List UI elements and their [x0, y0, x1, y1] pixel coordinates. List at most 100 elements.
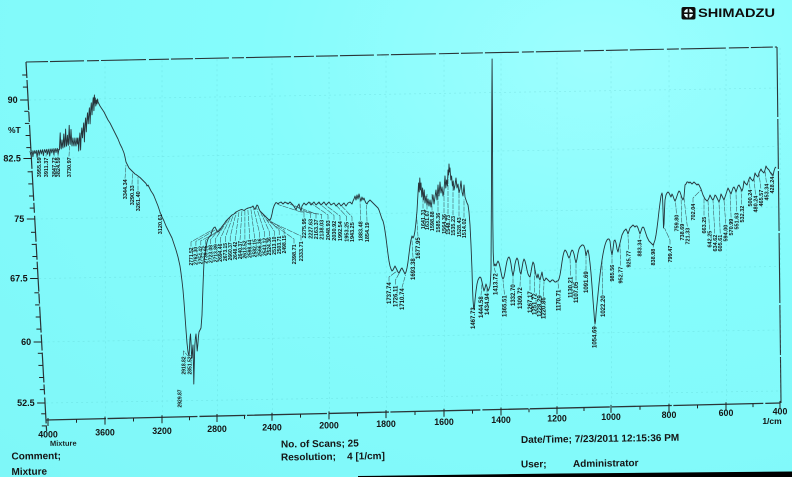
svg-text:738.69: 738.69: [680, 224, 686, 241]
svg-text:702.04: 702.04: [691, 203, 697, 221]
svg-text:2754.42: 2754.42: [199, 246, 205, 264]
svg-text:1943.25: 1943.25: [350, 222, 356, 242]
svg-text:2660.37: 2660.37: [228, 242, 234, 260]
svg-text:952.77: 952.77: [619, 267, 625, 284]
svg-text:2713.89: 2713.89: [213, 244, 219, 262]
svg-text:2498.15: 2498.15: [282, 235, 288, 253]
svg-text:1267.17: 1267.17: [528, 291, 534, 313]
svg-text:634.62: 634.62: [713, 235, 719, 252]
svg-text:2800: 2800: [207, 424, 227, 434]
svg-text:400: 400: [773, 407, 788, 417]
svg-text:2673.15: 2673.15: [223, 243, 229, 261]
svg-text:No. of Scans; 25: No. of Scans; 25: [281, 438, 359, 450]
svg-text:480.24: 480.24: [754, 195, 760, 213]
svg-text:3120.61: 3120.61: [158, 214, 164, 234]
svg-text:465.57: 465.57: [759, 190, 765, 207]
svg-text:Administrator: Administrator: [573, 458, 639, 470]
svg-text:551.63: 551.63: [735, 213, 741, 230]
svg-text:1737.74: 1737.74: [387, 282, 393, 304]
svg-text:3600: 3600: [95, 428, 115, 438]
svg-text:594.00: 594.00: [724, 225, 730, 242]
svg-text:Comment;: Comment;: [11, 451, 61, 463]
svg-text:2771.52: 2771.52: [189, 247, 195, 265]
svg-text:925.77: 925.77: [627, 251, 633, 268]
svg-text:1000: 1000: [601, 412, 621, 422]
svg-text:90: 90: [8, 95, 18, 105]
svg-text:2918.82: 2918.82: [181, 356, 187, 374]
svg-text:985.56: 985.56: [610, 265, 616, 282]
svg-text:3911.37: 3911.37: [44, 158, 50, 178]
svg-text:1631.67: 1631.67: [425, 210, 431, 230]
svg-text:2613.52: 2613.52: [243, 240, 249, 258]
svg-text:2503.71: 2503.71: [277, 236, 283, 254]
svg-text:1528.43: 1528.43: [457, 217, 463, 237]
svg-text:3261.40: 3261.40: [136, 191, 142, 211]
svg-text:Mixture: Mixture: [50, 439, 77, 448]
svg-text:3847.72: 3847.72: [52, 157, 58, 177]
svg-text:1598.88: 1598.88: [430, 211, 436, 231]
svg-text:1054.69: 1054.69: [593, 326, 599, 348]
svg-text:2739.95: 2739.95: [204, 245, 210, 263]
svg-text:1726.11: 1726.11: [394, 285, 400, 307]
svg-text:52.5: 52.5: [17, 398, 35, 408]
svg-text:1251.72: 1251.72: [533, 293, 539, 315]
svg-text:1107.05: 1107.05: [574, 281, 580, 303]
svg-text:2000: 2000: [319, 421, 339, 431]
svg-text:3824.59: 3824.59: [56, 157, 62, 177]
svg-text:1585.36: 1585.36: [436, 213, 442, 233]
svg-text:1400: 1400: [491, 415, 511, 425]
svg-text:883.34: 883.34: [638, 239, 644, 257]
svg-text:1854.19: 1854.19: [365, 222, 371, 242]
svg-text:428.24: 428.24: [770, 176, 776, 194]
svg-text:2030.92: 2030.92: [332, 221, 338, 241]
svg-text:759.80: 759.80: [674, 215, 680, 232]
svg-text:1992.54: 1992.54: [338, 220, 344, 241]
svg-text:1953.25: 1953.25: [345, 222, 351, 242]
svg-text:2723.08: 2723.08: [208, 245, 214, 263]
svg-text:1332.70: 1332.70: [511, 284, 517, 306]
svg-text:Date/Time; 7/23/2011 12:15:36: Date/Time; 7/23/2011 12:15:36 PM: [521, 433, 679, 446]
svg-text:3200: 3200: [152, 426, 172, 436]
svg-text:800: 800: [662, 410, 677, 420]
svg-text:453.34: 453.34: [764, 183, 770, 201]
svg-text:2163.37: 2163.37: [314, 219, 320, 239]
svg-text:2566.36: 2566.36: [257, 238, 263, 256]
svg-text:1800: 1800: [376, 419, 396, 429]
svg-text:1710.74: 1710.74: [400, 288, 406, 310]
svg-text:2762.30: 2762.30: [194, 247, 200, 265]
svg-text:663.25: 663.25: [702, 217, 708, 234]
svg-text:3344.34: 3344.34: [123, 178, 129, 199]
svg-text:1309.72: 1309.72: [518, 287, 524, 309]
svg-text:1467.73: 1467.73: [471, 307, 477, 329]
svg-text:2929.87: 2929.87: [177, 389, 183, 407]
svg-text:1677.95: 1677.95: [416, 237, 422, 259]
svg-text:721.33: 721.33: [685, 228, 691, 245]
svg-text:2648.42: 2648.42: [233, 242, 239, 260]
svg-text:532.32: 532.32: [740, 206, 746, 223]
svg-text:2400: 2400: [262, 422, 282, 432]
svg-text:1444.58: 1444.58: [479, 296, 485, 318]
svg-text:642.25: 642.25: [708, 231, 714, 248]
svg-text:2851.52: 2851.52: [187, 356, 193, 374]
svg-text:2513.10: 2513.10: [272, 236, 278, 254]
svg-text:2640.37: 2640.37: [238, 241, 244, 259]
svg-text:60: 60: [21, 337, 31, 347]
svg-text:1413.72: 1413.72: [494, 273, 500, 295]
svg-text:600: 600: [719, 408, 734, 418]
svg-text:1130.21: 1130.21: [569, 276, 575, 298]
svg-text:4000: 4000: [38, 429, 58, 439]
svg-text:SHIMADZU: SHIMADZU: [698, 6, 775, 20]
svg-text:%T: %T: [8, 125, 22, 135]
svg-text:1170.71: 1170.71: [557, 289, 563, 311]
svg-text:1564.36: 1564.36: [442, 214, 448, 234]
svg-text:1228.29: 1228.29: [538, 295, 544, 317]
svg-text:User;: User;: [521, 459, 547, 470]
svg-text:2048.93: 2048.93: [326, 220, 332, 240]
svg-text:3290.33: 3290.33: [130, 185, 136, 205]
svg-text:2598.44: 2598.44: [248, 240, 254, 258]
svg-text:1514.02: 1514.02: [462, 218, 468, 238]
svg-text:1548.73: 1548.73: [446, 215, 452, 235]
svg-text:2543.12: 2543.12: [262, 238, 268, 256]
svg-text:1365.51: 1365.51: [503, 295, 509, 317]
svg-text:1693.38: 1693.38: [411, 258, 417, 280]
